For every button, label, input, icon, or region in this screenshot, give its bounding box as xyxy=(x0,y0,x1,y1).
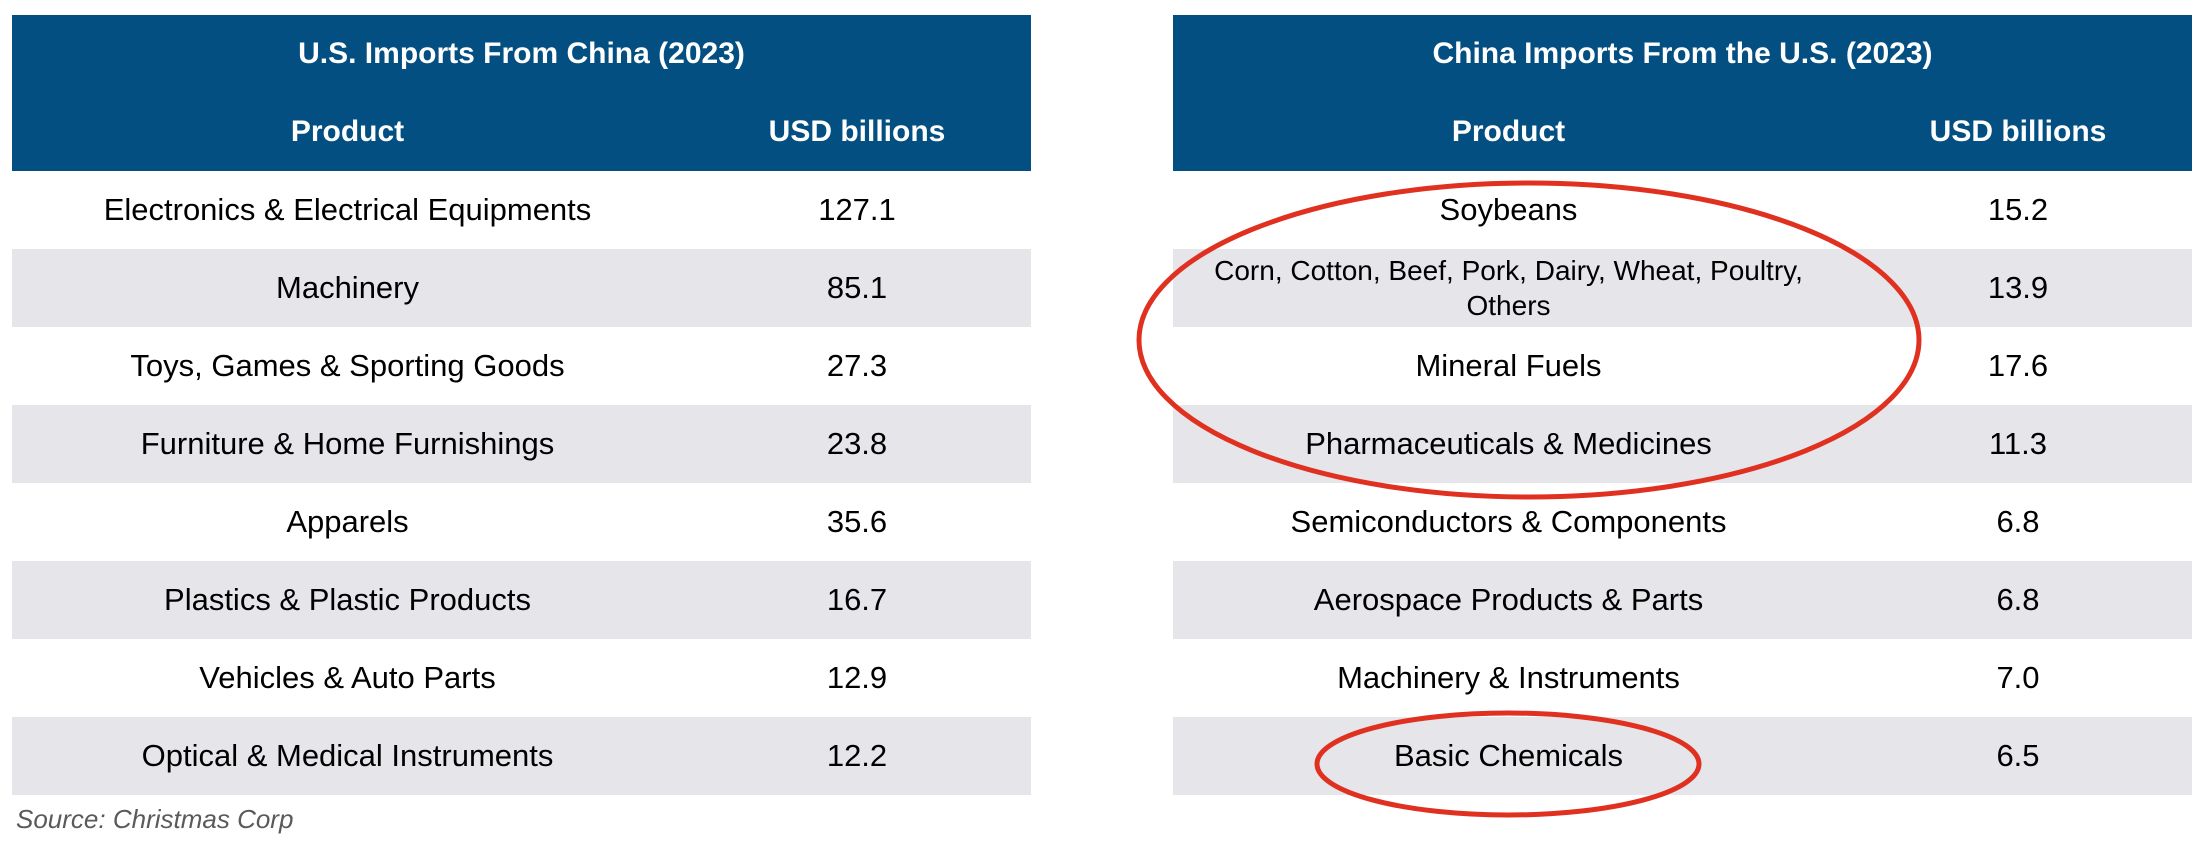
column-headers: Product USD billions xyxy=(12,93,1031,171)
product-cell: Apparels xyxy=(286,504,409,539)
product-cell: Optical & Medical Instruments xyxy=(141,738,554,773)
table-row: Furniture & Home Furnishings 23.8 xyxy=(12,405,1031,483)
table-row: Mineral Fuels 17.6 xyxy=(1173,327,2192,405)
table-row: Machinery & Instruments 7.0 xyxy=(1173,639,2192,717)
table-row: Toys, Games & Sporting Goods 27.3 xyxy=(12,327,1031,405)
value-cell: 7.0 xyxy=(1996,660,2040,695)
column-header-value: USD billions xyxy=(1929,115,2107,148)
value-cell: 23.8 xyxy=(826,426,888,461)
china-imports-from-us-table: China Imports From the U.S. (2023) Produ… xyxy=(1173,15,2192,795)
us-imports-from-china-table: U.S. Imports From China (2023) Product U… xyxy=(12,15,1031,795)
value-cell: 127.1 xyxy=(818,192,896,227)
value-cell: 12.9 xyxy=(826,660,888,695)
column-headers: Product USD billions xyxy=(1173,93,2192,171)
table-title: U.S. Imports From China (2023) xyxy=(298,37,745,70)
table-row: Electronics & Electrical Equipments 127.… xyxy=(12,171,1031,249)
table-row: Aerospace Products & Parts 6.8 xyxy=(1173,561,2192,639)
value-cell: 6.8 xyxy=(1996,504,2040,539)
product-cell: Soybeans xyxy=(1439,192,1578,227)
table-row: Machinery 85.1 xyxy=(12,249,1031,327)
product-cell: Corn, Cotton, Beef, Pork, Dairy, Wheat, … xyxy=(1214,255,1803,321)
value-cell: 6.8 xyxy=(1996,582,2040,617)
value-cell: 16.7 xyxy=(826,582,888,617)
table-row: Pharmaceuticals & Medicines 11.3 xyxy=(1173,405,2192,483)
product-cell: Machinery & Instruments xyxy=(1337,660,1680,695)
table-header: China Imports From the U.S. (2023) Produ… xyxy=(1173,15,2192,171)
product-cell: Machinery xyxy=(276,270,419,305)
product-cell: Mineral Fuels xyxy=(1415,348,1602,383)
column-header-product: Product xyxy=(290,115,405,148)
product-cell: Plastics & Plastic Products xyxy=(164,582,531,617)
value-cell: 15.2 xyxy=(1987,192,2049,227)
value-cell: 12.2 xyxy=(826,738,888,773)
value-cell: 11.3 xyxy=(1988,426,2048,461)
product-cell: Pharmaceuticals & Medicines xyxy=(1305,426,1712,461)
product-cell: Vehicles & Auto Parts xyxy=(199,660,496,695)
product-cell: Basic Chemicals xyxy=(1393,738,1624,773)
table-row: Vehicles & Auto Parts 12.9 xyxy=(12,639,1031,717)
table-row: Plastics & Plastic Products 16.7 xyxy=(12,561,1031,639)
value-cell: 13.9 xyxy=(1987,270,2049,305)
column-header-value: USD billions xyxy=(768,115,946,148)
table-row: Soybeans 15.2 xyxy=(1173,171,2192,249)
table-row: Corn, Cotton, Beef, Pork, Dairy, Wheat, … xyxy=(1173,249,2192,327)
table-title: China Imports From the U.S. (2023) xyxy=(1432,37,1933,70)
value-cell: 35.6 xyxy=(826,504,888,539)
table-row: Basic Chemicals 6.5 xyxy=(1173,717,2192,795)
value-cell: 17.6 xyxy=(1987,348,2049,383)
value-cell: 6.5 xyxy=(1996,738,2040,773)
value-cell: 85.1 xyxy=(826,270,888,305)
table-row: Optical & Medical Instruments 12.2 xyxy=(12,717,1031,795)
product-cell: Furniture & Home Furnishings xyxy=(140,426,555,461)
product-cell: Aerospace Products & Parts xyxy=(1313,582,1704,617)
product-cell: Electronics & Electrical Equipments xyxy=(103,192,592,227)
value-cell: 27.3 xyxy=(826,348,888,383)
column-header-product: Product xyxy=(1451,115,1566,148)
table-row: Semiconductors & Components 6.8 xyxy=(1173,483,2192,561)
table-row: Apparels 35.6 xyxy=(12,483,1031,561)
product-cell: Toys, Games & Sporting Goods xyxy=(130,348,565,383)
table-header: U.S. Imports From China (2023) Product U… xyxy=(12,15,1031,171)
product-cell: Semiconductors & Components xyxy=(1290,504,1727,539)
source-note: Source: Christmas Corp xyxy=(16,804,294,834)
